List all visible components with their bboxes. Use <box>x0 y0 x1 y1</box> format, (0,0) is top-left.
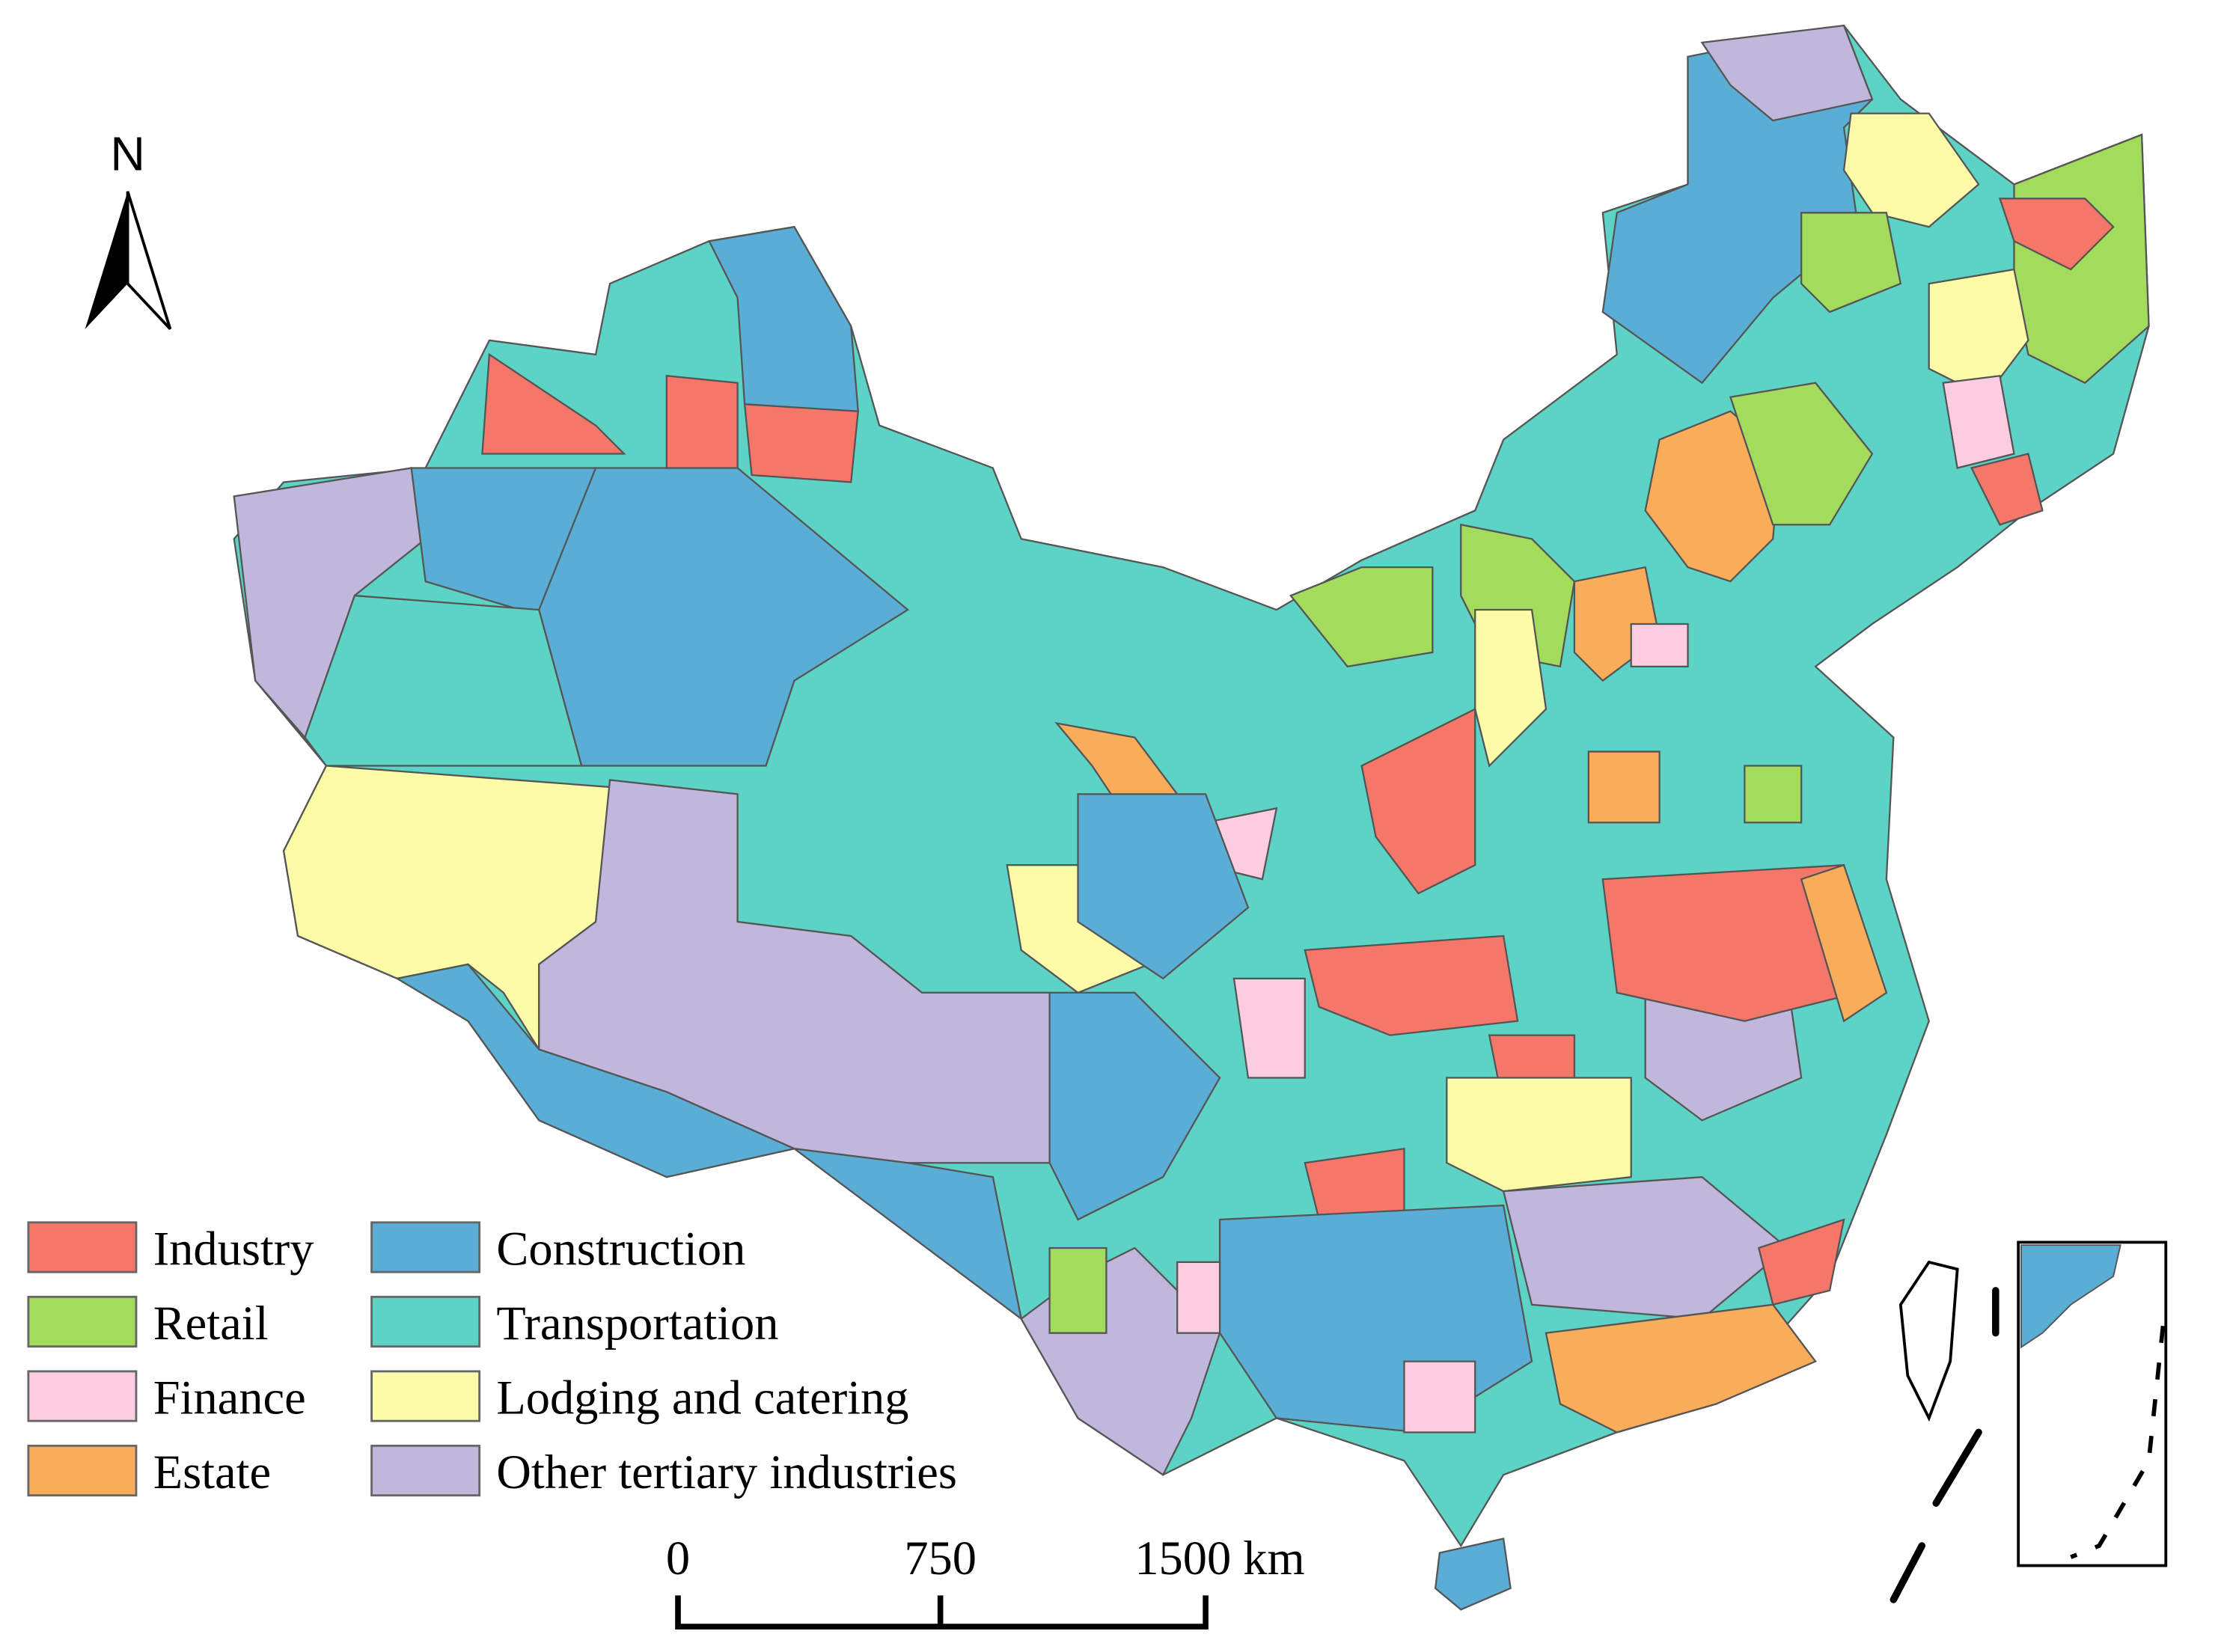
region <box>1800 212 1902 313</box>
north-label: N <box>110 126 145 180</box>
region <box>665 375 739 469</box>
legend-label: Industry <box>153 1223 314 1276</box>
region <box>1360 707 1476 895</box>
inset-border <box>2070 1325 2166 1559</box>
region <box>1048 991 1221 1221</box>
scale-label: 750 <box>904 1532 977 1585</box>
region <box>1744 765 1803 824</box>
legend-label: Construction <box>496 1223 745 1276</box>
legend-label: Lodging and catering <box>496 1371 908 1425</box>
region <box>1800 863 1888 1023</box>
scale-label: 0 <box>666 1532 690 1585</box>
legend-swatch <box>370 1444 481 1497</box>
legend-label: Retail <box>153 1297 269 1350</box>
region <box>1601 863 1860 1022</box>
region <box>1289 566 1434 668</box>
region <box>304 594 583 767</box>
region <box>1842 112 1980 228</box>
region <box>1942 375 2015 469</box>
north-arrow <box>126 191 172 331</box>
regions <box>233 24 2150 1611</box>
north-arrow <box>85 191 128 329</box>
region <box>1700 24 1874 122</box>
region <box>1048 1246 1108 1334</box>
region <box>1446 1077 1632 1193</box>
scale-label: 1500 km <box>1134 1532 1304 1585</box>
region <box>394 963 1023 1321</box>
region <box>1630 622 1689 667</box>
region <box>481 352 626 455</box>
map-content: N Industry Retail Finance Estate Constructio… <box>27 24 2168 1630</box>
region <box>1304 934 1519 1036</box>
scale-bar <box>675 1595 1209 1630</box>
region <box>1232 977 1306 1079</box>
inset-map <box>2020 1244 2121 1349</box>
legend-swatch <box>370 1221 481 1273</box>
region <box>1757 1218 1845 1306</box>
legend-swatch <box>27 1370 138 1422</box>
hainan <box>1434 1538 1512 1611</box>
scale-labels: 0 750 1500 km <box>666 1532 1305 1585</box>
legend: Industry Retail Finance Estate Construction T… <box>27 1221 957 1499</box>
legend-swatch <box>27 1221 138 1273</box>
region <box>1474 608 1548 768</box>
region <box>1928 268 2029 399</box>
legend-swatch <box>370 1370 481 1422</box>
inset-frame <box>2017 1240 2168 1567</box>
region <box>1587 750 1661 824</box>
legend-label: Finance <box>153 1371 306 1425</box>
region <box>1970 453 2044 526</box>
legend-label: Other tertiary industries <box>496 1446 957 1499</box>
taiwan <box>1898 1260 1959 1422</box>
legend-label: Transportation <box>496 1297 778 1350</box>
legend-swatch <box>27 1444 138 1497</box>
region <box>1729 382 1874 526</box>
legend-swatch <box>370 1295 481 1348</box>
region <box>1502 1176 1788 1320</box>
region <box>1077 793 1250 980</box>
region <box>743 403 859 483</box>
legend-label: Estate <box>153 1446 271 1499</box>
region <box>1998 198 2115 271</box>
legend-swatch <box>27 1295 138 1348</box>
region <box>1403 1360 1476 1434</box>
border-line <box>1890 1287 2000 1603</box>
region <box>1176 1261 1221 1334</box>
region <box>707 226 859 412</box>
